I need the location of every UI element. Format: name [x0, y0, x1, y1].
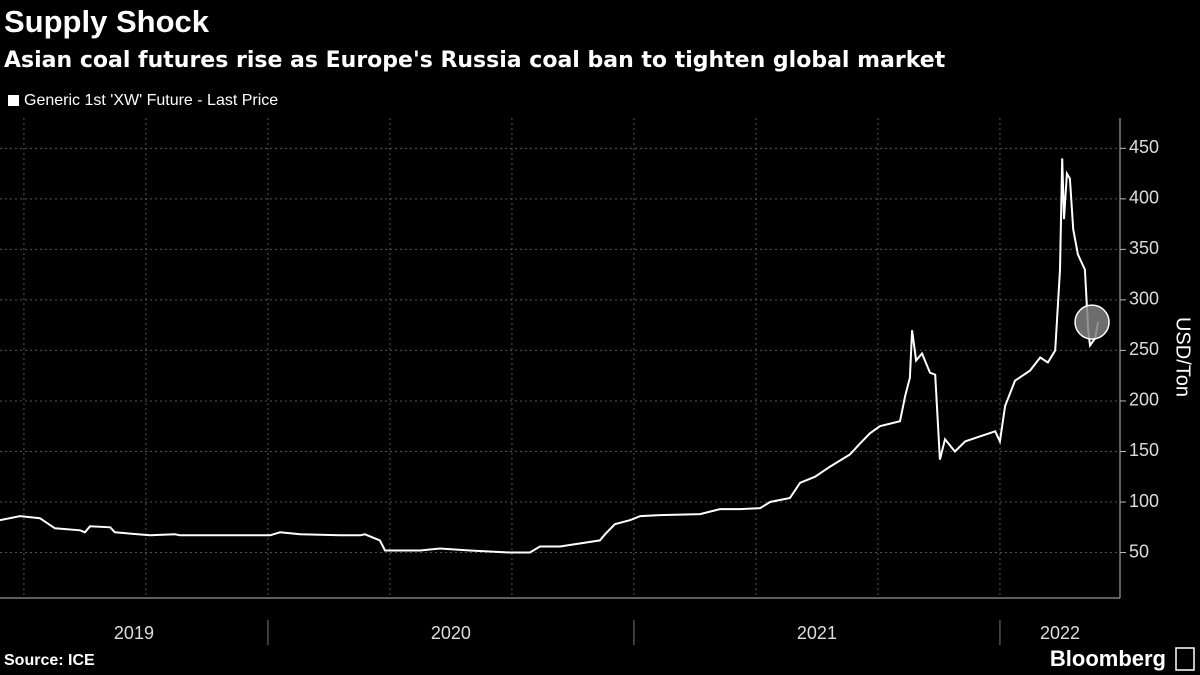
- last-point-marker: [1074, 304, 1110, 340]
- y-tick-label: 450: [1129, 137, 1159, 157]
- y-tick-label: 50: [1129, 541, 1149, 561]
- y-tick-label: 150: [1129, 440, 1159, 460]
- x-tick-label: 2022: [1040, 623, 1080, 643]
- y-axis-title: USD/Ton: [1172, 317, 1194, 397]
- brand: Bloomberg: [1050, 646, 1166, 671]
- x-tick-label: 2020: [431, 623, 471, 643]
- y-tick-label: 400: [1129, 188, 1159, 208]
- y-tick-label: 200: [1129, 390, 1159, 410]
- legend-label: Generic 1st 'XW' Future - Last Price: [24, 92, 278, 109]
- chart-subtitle: Asian coal futures rise as Europe's Russ…: [4, 48, 946, 73]
- y-tick-label: 350: [1129, 238, 1159, 258]
- legend-swatch: [8, 95, 19, 106]
- y-tick-label: 300: [1129, 289, 1159, 309]
- x-tick-label: 2019: [114, 623, 154, 643]
- chart-title: Supply Shock: [4, 4, 210, 39]
- y-tick-label: 100: [1129, 491, 1159, 511]
- line-series: [0, 158, 1099, 554]
- source: Source: ICE: [4, 652, 95, 669]
- brand-icon: [1175, 647, 1195, 671]
- x-tick-label: 2021: [797, 623, 837, 643]
- y-tick-label: 250: [1129, 339, 1159, 359]
